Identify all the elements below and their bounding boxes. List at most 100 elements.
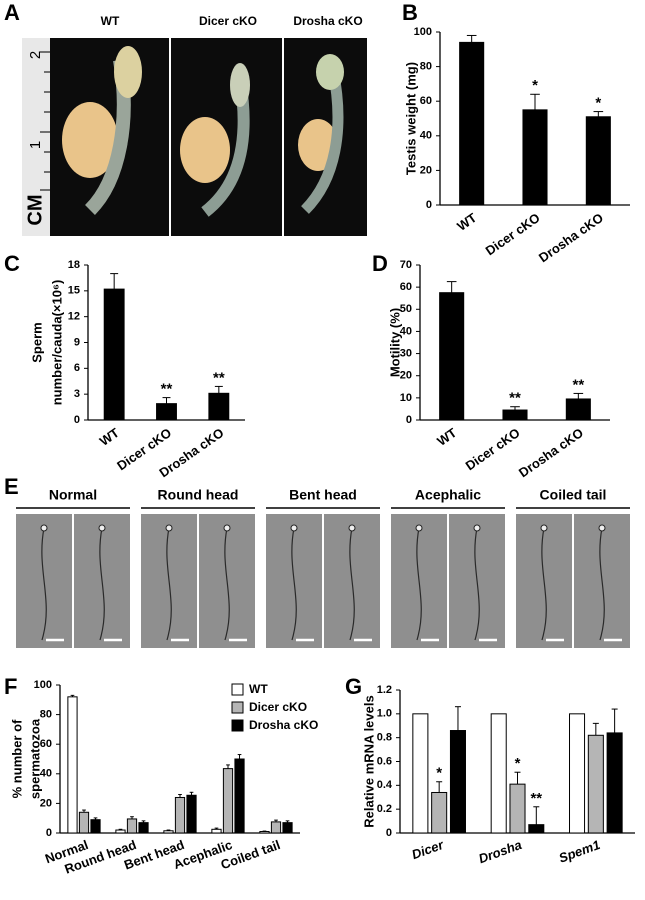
x-tick-label: Spem1 [557, 837, 602, 866]
ruler-unit: CM [24, 194, 46, 225]
legend-label: Drosha cKO [249, 718, 318, 732]
photo-label: WT [101, 14, 120, 28]
bar [490, 713, 507, 834]
panel-letter: D [372, 251, 388, 276]
sperm-head [598, 524, 606, 532]
x-tick-label: WT [434, 425, 459, 449]
sperm-head [98, 524, 106, 532]
panel-letter: A [4, 0, 20, 25]
x-tick-label: Drosha cKO [516, 425, 586, 480]
sperm [224, 527, 230, 641]
y-tick-label: 15 [68, 285, 80, 297]
bar [282, 822, 293, 834]
y-tick-label: 40 [40, 768, 52, 780]
y-tick-label: 12 [68, 311, 80, 323]
significance: ** [572, 376, 584, 393]
bar [270, 821, 282, 834]
y-tick-label: 0 [386, 827, 392, 839]
photo-label: Bent head [289, 487, 357, 503]
legend-swatch [231, 683, 244, 696]
y-tick-label: 0 [74, 414, 80, 426]
bar [569, 713, 586, 834]
y-tick-label: 0 [426, 199, 432, 211]
bar [431, 791, 448, 834]
significance: ** [530, 790, 542, 807]
significance: * [532, 77, 538, 94]
bar [585, 116, 611, 206]
photo-label: Dicer cKO [199, 14, 257, 28]
x-tick-label: WT [97, 425, 122, 449]
legend-swatch [231, 701, 244, 714]
sperm [599, 527, 605, 641]
bar [259, 831, 270, 834]
y-tick-label: 18 [68, 259, 80, 271]
sperm [166, 527, 172, 641]
sperm-head [348, 524, 356, 532]
sperm-head [40, 524, 48, 532]
y-tick-label: 40 [420, 130, 432, 142]
bar [522, 109, 548, 206]
sperm-head [415, 524, 423, 532]
y-tick-label: 1.0 [377, 708, 392, 720]
bar [174, 796, 186, 834]
sperm [349, 527, 355, 641]
y-tick-label: 60 [400, 281, 412, 293]
y-tick-label: 9 [74, 336, 80, 348]
panel-letter: G [345, 674, 362, 699]
ruler-mark: 2 [27, 51, 44, 59]
legend-swatch [231, 719, 244, 732]
significance: ** [509, 390, 521, 407]
y-axis-label: spermatozoa [27, 718, 42, 799]
y-tick-label: 0 [46, 827, 52, 839]
panel-letter: F [4, 674, 17, 699]
bar [163, 830, 174, 834]
bar [90, 819, 101, 834]
y-axis-label: number/cauda(×10⁶) [49, 280, 64, 406]
y-axis-label: Testis weight (mg) [403, 62, 418, 175]
legend-label: Dicer cKO [249, 700, 307, 714]
y-tick-label: 0.6 [377, 755, 392, 767]
bar [565, 398, 591, 421]
significance: * [595, 95, 601, 112]
sperm [291, 527, 297, 641]
sperm-head [223, 524, 231, 532]
y-tick-label: 100 [34, 679, 52, 691]
bar [587, 734, 604, 834]
photo-label: Normal [49, 487, 97, 503]
y-tick-label: 0.2 [377, 803, 392, 815]
y-tick-label: 10 [400, 392, 412, 404]
bar [211, 828, 222, 834]
y-tick-label: 50 [400, 303, 412, 315]
photo-label: Round head [158, 487, 239, 503]
bar [439, 292, 465, 421]
y-tick-label: 1.2 [377, 684, 392, 696]
bar [502, 409, 528, 421]
y-tick-label: 60 [40, 738, 52, 750]
sperm-head [165, 524, 173, 532]
y-tick-label: 100 [414, 26, 432, 38]
y-tick-label: 70 [400, 259, 412, 271]
y-tick-label: 3 [74, 388, 80, 400]
panel-letter: E [4, 474, 19, 499]
y-tick-label: 60 [420, 95, 432, 107]
y-tick-label: 6 [74, 362, 80, 374]
y-axis-label: Sperm [29, 322, 44, 362]
bar [412, 713, 429, 834]
bar [67, 696, 78, 834]
photo-label: Coiled tail [540, 487, 607, 503]
x-tick-label: Dicer cKO [483, 210, 543, 258]
y-tick-label: 0 [406, 414, 412, 426]
sperm-head [290, 524, 298, 532]
bar [528, 824, 545, 834]
x-tick-label: Dicer cKO [463, 425, 523, 473]
y-axis-label: Relative mRNA levels [361, 695, 376, 827]
y-tick-label: 30 [400, 347, 412, 359]
bar [208, 392, 230, 421]
legend-label: WT [249, 682, 268, 696]
photo-label: Drosha cKO [293, 14, 362, 28]
significance: ** [213, 369, 225, 386]
significance: ** [161, 381, 173, 398]
sperm-head [473, 524, 481, 532]
y-tick-label: 80 [40, 709, 52, 721]
